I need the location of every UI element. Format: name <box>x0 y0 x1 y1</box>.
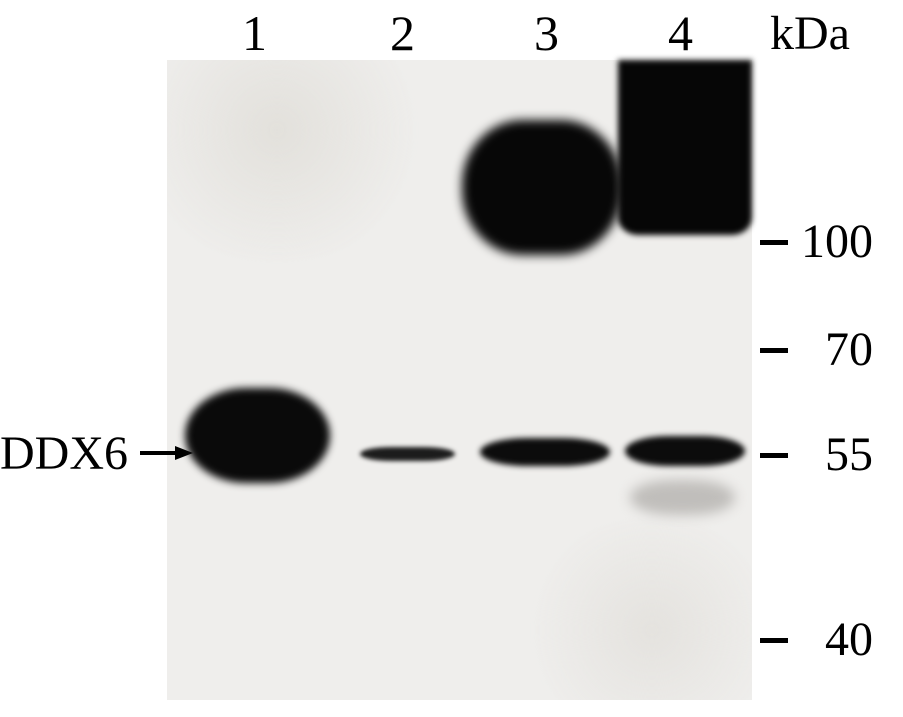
lane-label-2: 2 <box>390 8 415 58</box>
lane-label-4: 4 <box>668 8 693 58</box>
band-lane-3 <box>480 438 610 466</box>
band-lane-3 <box>462 120 622 255</box>
band-lane-4 <box>625 436 745 466</box>
mw-tick-100 <box>760 240 788 245</box>
figure-container: 1 2 3 4 kDa 100 70 55 40 DDX6 <box>0 0 903 717</box>
blot-shading-2 <box>522 520 752 700</box>
mw-tick-70 <box>760 348 788 353</box>
band-lane-4 <box>618 60 752 235</box>
blot-shading-1 <box>167 60 427 260</box>
band-lane-2 <box>360 447 455 461</box>
mw-label-100: 100 <box>801 218 873 266</box>
mw-label-70: 70 <box>825 326 873 374</box>
band-lane-4 <box>630 480 735 515</box>
lane-label-3: 3 <box>534 8 559 58</box>
band-lane-1 <box>185 388 330 483</box>
mw-label-55: 55 <box>825 431 873 479</box>
protein-label-ddx6: DDX6 <box>0 430 128 478</box>
mw-tick-55 <box>760 453 788 458</box>
mw-label-40: 40 <box>825 616 873 664</box>
mw-tick-40 <box>760 638 788 643</box>
unit-label-kda: kDa <box>770 10 850 58</box>
lane-label-1: 1 <box>242 8 267 58</box>
